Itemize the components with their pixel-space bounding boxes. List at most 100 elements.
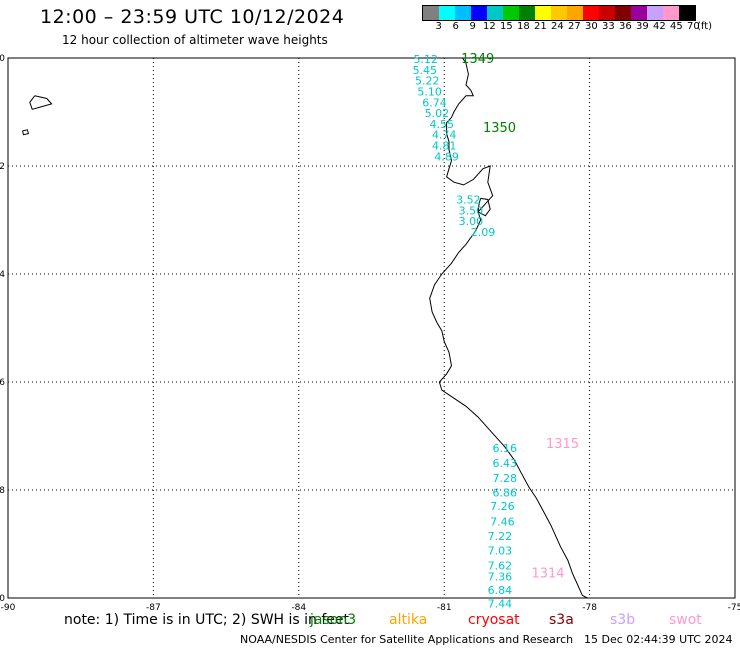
wave-height-value: 5.10 [417, 85, 442, 98]
longitude-tick-label: -81 [437, 603, 452, 610]
wave-height-colorbar [422, 5, 696, 21]
wave-height-value: 5.12 [414, 53, 439, 66]
map-subtitle: 12 hour collection of altimeter wave hei… [62, 33, 328, 47]
colorbar-swatch [615, 6, 631, 20]
south-america-coastline [429, 57, 588, 599]
pass-id-label: 1350 [483, 121, 516, 136]
colorbar-label: 36 [619, 21, 632, 32]
wave-height-value: 7.44 [488, 597, 513, 610]
map-grid [7, 57, 736, 599]
satellite-legend-s3a: s3a [549, 612, 574, 628]
wave-height-value: 4.89 [434, 150, 459, 163]
wave-height-value: 2.09 [471, 226, 496, 239]
wave-height-value: 7.03 [488, 544, 513, 557]
altimeter-map: -90-87-84-81-78-750-2-4-6-8-10 5.125.455… [0, 52, 740, 610]
colorbar-swatch [503, 6, 519, 20]
colorbar-labels: 3 6 9 12 15 18 21 24 27 30 33 36 39 42 45 70 (ft) [422, 21, 740, 33]
track-1350: 3.523.503.002.09 1350 [456, 121, 516, 239]
colorbar-label: 21 [534, 21, 547, 32]
wave-height-value: 6.84 [488, 584, 513, 597]
coastline [22, 57, 588, 599]
colorbar-label: 3 [435, 21, 442, 32]
colorbar-label: 6 [452, 21, 459, 32]
colorbar-label: 12 [483, 21, 496, 32]
altimeter-tracks: 5.125.455.225.106.745.024.554.744.814.89… [413, 52, 580, 610]
galapagos-islet [22, 129, 30, 136]
legend-bar: note: 1) Time is in UTC; 2) SWH is in fe… [0, 612, 740, 630]
colorbar-label: 42 [653, 21, 666, 32]
wave-height-value: 6.43 [493, 457, 518, 470]
longitude-tick-label: -78 [582, 603, 597, 610]
galapagos-island [29, 95, 53, 110]
wave-height-value: 5.02 [425, 107, 450, 120]
wave-height-value: 6.86 [493, 487, 518, 500]
latitude-tick-label: 0 [0, 54, 5, 64]
pass-id-label: 1314 [531, 567, 564, 582]
colorbar-swatch [471, 6, 487, 20]
satellite-legend-swot: swot [669, 612, 702, 628]
colorbar-label: 18 [517, 21, 530, 32]
colorbar-swatch [487, 6, 503, 20]
colorbar-swatch [455, 6, 471, 20]
wave-height-value: 4.55 [430, 118, 455, 131]
wave-height-value: 4.81 [432, 139, 457, 152]
wave-height-value: 7.36 [488, 570, 513, 583]
longitude-tick-label: -90 [1, 603, 16, 610]
generation-timestamp: 15 Dec 02:44:39 UTC 2024 [584, 633, 733, 646]
colorbar-label: 27 [568, 21, 581, 32]
colorbar-swatch [519, 6, 535, 20]
wave-height-value: 7.62 [488, 560, 513, 573]
satellite-legend-altika: altika [389, 612, 428, 628]
map-axes: -90 -87 -84 -81 -78 -75 0 -2 -4 -6 -8 -10 [0, 54, 740, 610]
track-1349: 5.125.455.225.106.745.024.554.744.814.89… [413, 52, 495, 163]
puna-island [477, 197, 491, 217]
track-1315: 6.16 6.43 7.28 6.867.26 1315 [490, 437, 579, 513]
wave-height-value: 7.22 [488, 530, 513, 543]
legend-note: note: 1) Time is in UTC; 2) SWH is in fe… [64, 612, 350, 628]
colorbar-swatch [423, 6, 439, 20]
latitude-tick-label: -2 [0, 162, 5, 172]
colorbar-label: 33 [602, 21, 615, 32]
pass-id-label: 1315 [546, 437, 579, 452]
colorbar-swatch [551, 6, 567, 20]
colorbar-label: (ft) [697, 21, 713, 32]
colorbar-swatch [583, 6, 599, 20]
colorbar-label: 39 [636, 21, 649, 32]
longitude-tick-label: -84 [291, 603, 306, 610]
track-1314: 7.46 7.227.03 7.627.366.847.44 1314 [488, 515, 565, 610]
colorbar-swatch [663, 6, 679, 20]
map-frame [7, 57, 736, 599]
wave-height-value: 7.46 [490, 515, 515, 528]
colorbar-swatch [535, 6, 551, 20]
colorbar-swatch [599, 6, 615, 20]
wave-height-value: 4.74 [432, 129, 457, 142]
colorbar-swatch [631, 6, 647, 20]
map-title: 12:00 – 23:59 UTC 10/12/2024 [40, 6, 345, 28]
colorbar-label: 15 [500, 21, 513, 32]
wave-height-value: 3.00 [459, 215, 484, 228]
colorbar-swatch [647, 6, 663, 20]
colorbar-label: 30 [585, 21, 598, 32]
colorbar-label: 9 [469, 21, 476, 32]
satellite-legend-cryosat: cryosat [468, 612, 520, 628]
colorbar-label: 70 [687, 21, 700, 32]
wave-height-value: 5.45 [413, 64, 438, 77]
pass-id-label: 1349 [461, 52, 494, 67]
wave-height-value: 6.74 [422, 96, 447, 109]
wave-height-value: 7.26 [490, 500, 515, 513]
latitude-tick-label: -4 [0, 270, 5, 280]
longitude-tick-label: -75 [728, 603, 740, 610]
credit-text: NOAA/NESDIS Center for Satellite Applica… [240, 633, 574, 646]
colorbar-swatch [567, 6, 583, 20]
latitude-tick-label: -8 [0, 486, 5, 496]
colorbar-swatch [439, 6, 455, 20]
longitude-tick-label: -87 [146, 603, 161, 610]
latitude-tick-label: -10 [0, 594, 5, 604]
latitude-tick-label: -6 [0, 378, 5, 388]
wave-height-value: 5.22 [415, 75, 440, 88]
wave-height-value: 7.28 [493, 472, 518, 485]
colorbar-label: 24 [551, 21, 564, 32]
wave-height-value: 3.50 [459, 204, 484, 217]
satellite-legend-s3b: s3b [610, 612, 636, 628]
satellite-legend-jason3: jason3 [310, 612, 357, 628]
